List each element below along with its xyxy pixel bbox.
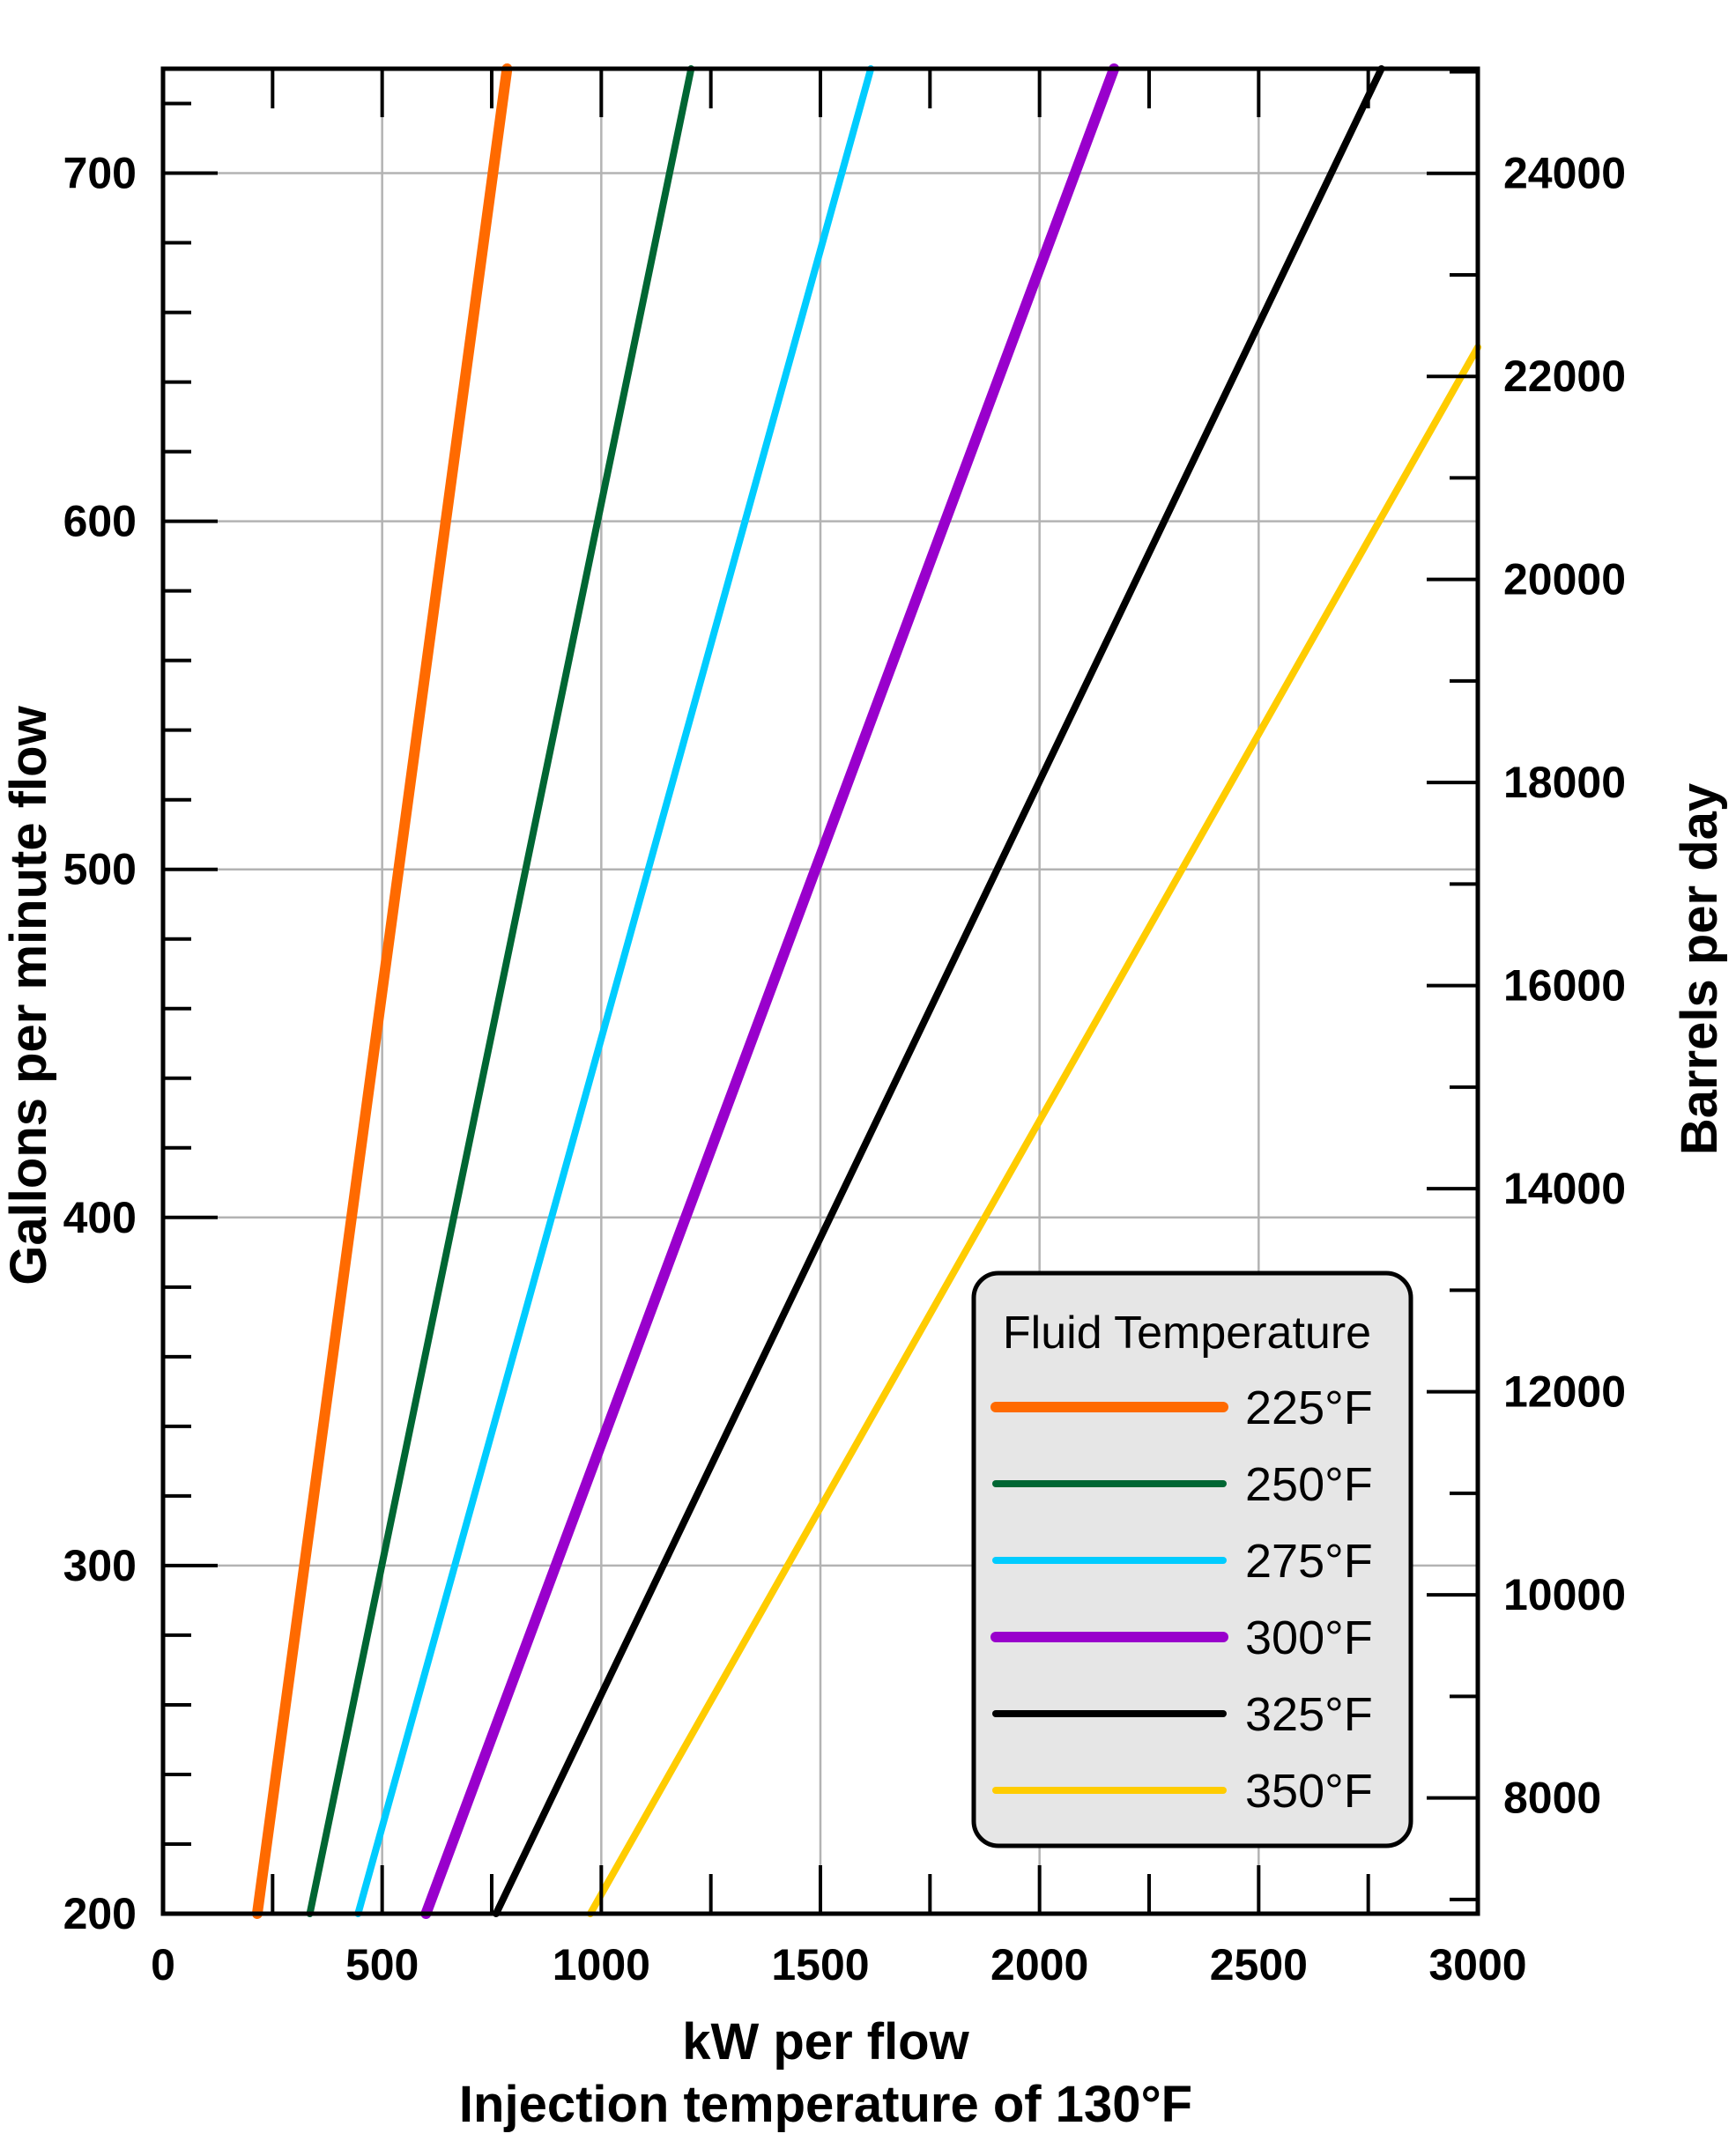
series-line-250f — [306, 65, 695, 1917]
x-tick-label: 3000 — [1428, 1940, 1526, 1989]
legend-label: 300°F — [1245, 1611, 1373, 1664]
y-tick-label: 500 — [63, 845, 137, 894]
legend-label: 325°F — [1245, 1688, 1373, 1741]
series-line-225f — [251, 63, 513, 1919]
series-line-350f — [586, 344, 1481, 1917]
legend-label: 250°F — [1245, 1458, 1373, 1511]
y2-axis-title: Barrels per day — [1671, 783, 1728, 1155]
series-line-325f — [492, 65, 1385, 1917]
x-tick-label: 1500 — [771, 1940, 869, 1989]
series-line-300f — [420, 63, 1120, 1919]
chart-subtitle: Injection temperature of 130°F — [459, 2076, 1192, 2133]
axis-ticks — [161, 69, 1480, 1915]
series-line-275f — [354, 65, 875, 1917]
y-tick-label: 600 — [63, 497, 137, 546]
x-axis-title: kW per flow — [682, 2013, 969, 2071]
legend-label: 275°F — [1245, 1535, 1373, 1588]
y2-tick-label: 24000 — [1503, 149, 1626, 198]
legend: Fluid Temperature 225°F 250°F 275°F 300°F 32… — [971, 1271, 1413, 1848]
legend-title: Fluid Temperature — [1003, 1308, 1371, 1359]
y2-tick-label: 12000 — [1503, 1367, 1626, 1417]
y-tick-label: 700 — [63, 149, 137, 198]
y2-tick-label: 16000 — [1503, 961, 1626, 1011]
x-tick-label: 2500 — [1210, 1940, 1308, 1989]
x-tick-label: 0 — [151, 1940, 175, 1989]
y-tick-label: 400 — [63, 1193, 137, 1242]
y2-tick-label: 8000 — [1503, 1774, 1601, 1823]
x-tick-label: 500 — [345, 1940, 419, 1989]
legend-label: 225°F — [1245, 1382, 1373, 1434]
y2-tick-label: 14000 — [1503, 1164, 1626, 1213]
y2-tick-label: 10000 — [1503, 1570, 1626, 1619]
series-lines — [251, 63, 1481, 1919]
x-tick-label: 1000 — [553, 1940, 650, 1989]
y2-tick-label: 20000 — [1503, 555, 1626, 604]
x-tick-label: 2000 — [990, 1940, 1088, 1989]
y2-tick-label: 18000 — [1503, 758, 1626, 807]
legend-label: 350°F — [1245, 1765, 1373, 1818]
legend-items: 225°F 250°F 275°F 300°F 325°F 350°F — [990, 1382, 1373, 1818]
tick-labels: 0 500 1000 1500 2000 2500 3000 200 300 400 500 600 7… — [63, 149, 1626, 1989]
y2-tick-label: 22000 — [1503, 352, 1626, 401]
y-tick-label: 200 — [63, 1889, 137, 1938]
y-axis-title: Gallons per minute flow — [0, 705, 57, 1285]
y-tick-label: 300 — [63, 1541, 137, 1590]
